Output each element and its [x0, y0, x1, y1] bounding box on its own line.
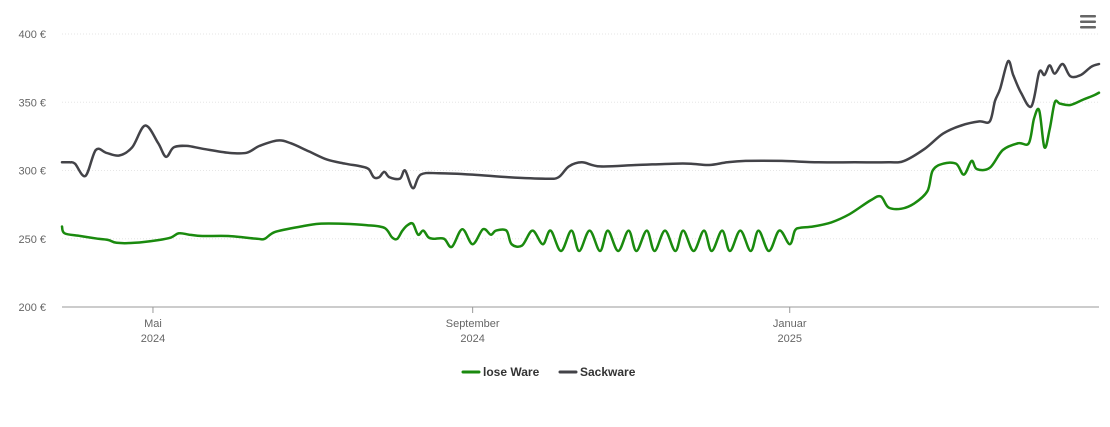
x-tick-label-month: September — [446, 318, 500, 330]
legend-item[interactable]: Sackware — [558, 365, 636, 379]
x-tick-label-month: Mai — [144, 318, 162, 330]
x-axis: Mai 2024 September 2024 Januar 2025 — [62, 306, 1099, 345]
y-axis: 200 € 250 € 300 € 350 € 400 € — [18, 29, 46, 314]
y-tick-label: 250 € — [18, 234, 46, 246]
legend-label: Sackware — [580, 365, 636, 379]
y-tick-label: 400 € — [18, 29, 46, 41]
legend-label: lose Ware — [483, 365, 540, 379]
grid-lines — [62, 33, 1099, 240]
series-lines — [60, 59, 1101, 253]
legend-item[interactable]: lose Ware — [461, 365, 540, 379]
series-line-lose-ware — [60, 91, 1101, 253]
x-tick-label-year: 2024 — [460, 333, 484, 345]
y-tick-label: 200 € — [18, 302, 46, 314]
hamburger-menu-icon[interactable] — [1076, 12, 1100, 34]
y-tick-label: 300 € — [18, 166, 46, 178]
y-tick-label: 350 € — [18, 97, 46, 109]
x-tick-label-year: 2024 — [141, 333, 165, 345]
legend: lose Ware Sackware — [461, 365, 636, 379]
x-tick-label-year: 2025 — [777, 333, 801, 345]
x-tick-label-month: Januar — [773, 318, 807, 330]
series-line-sackware — [60, 59, 1101, 190]
